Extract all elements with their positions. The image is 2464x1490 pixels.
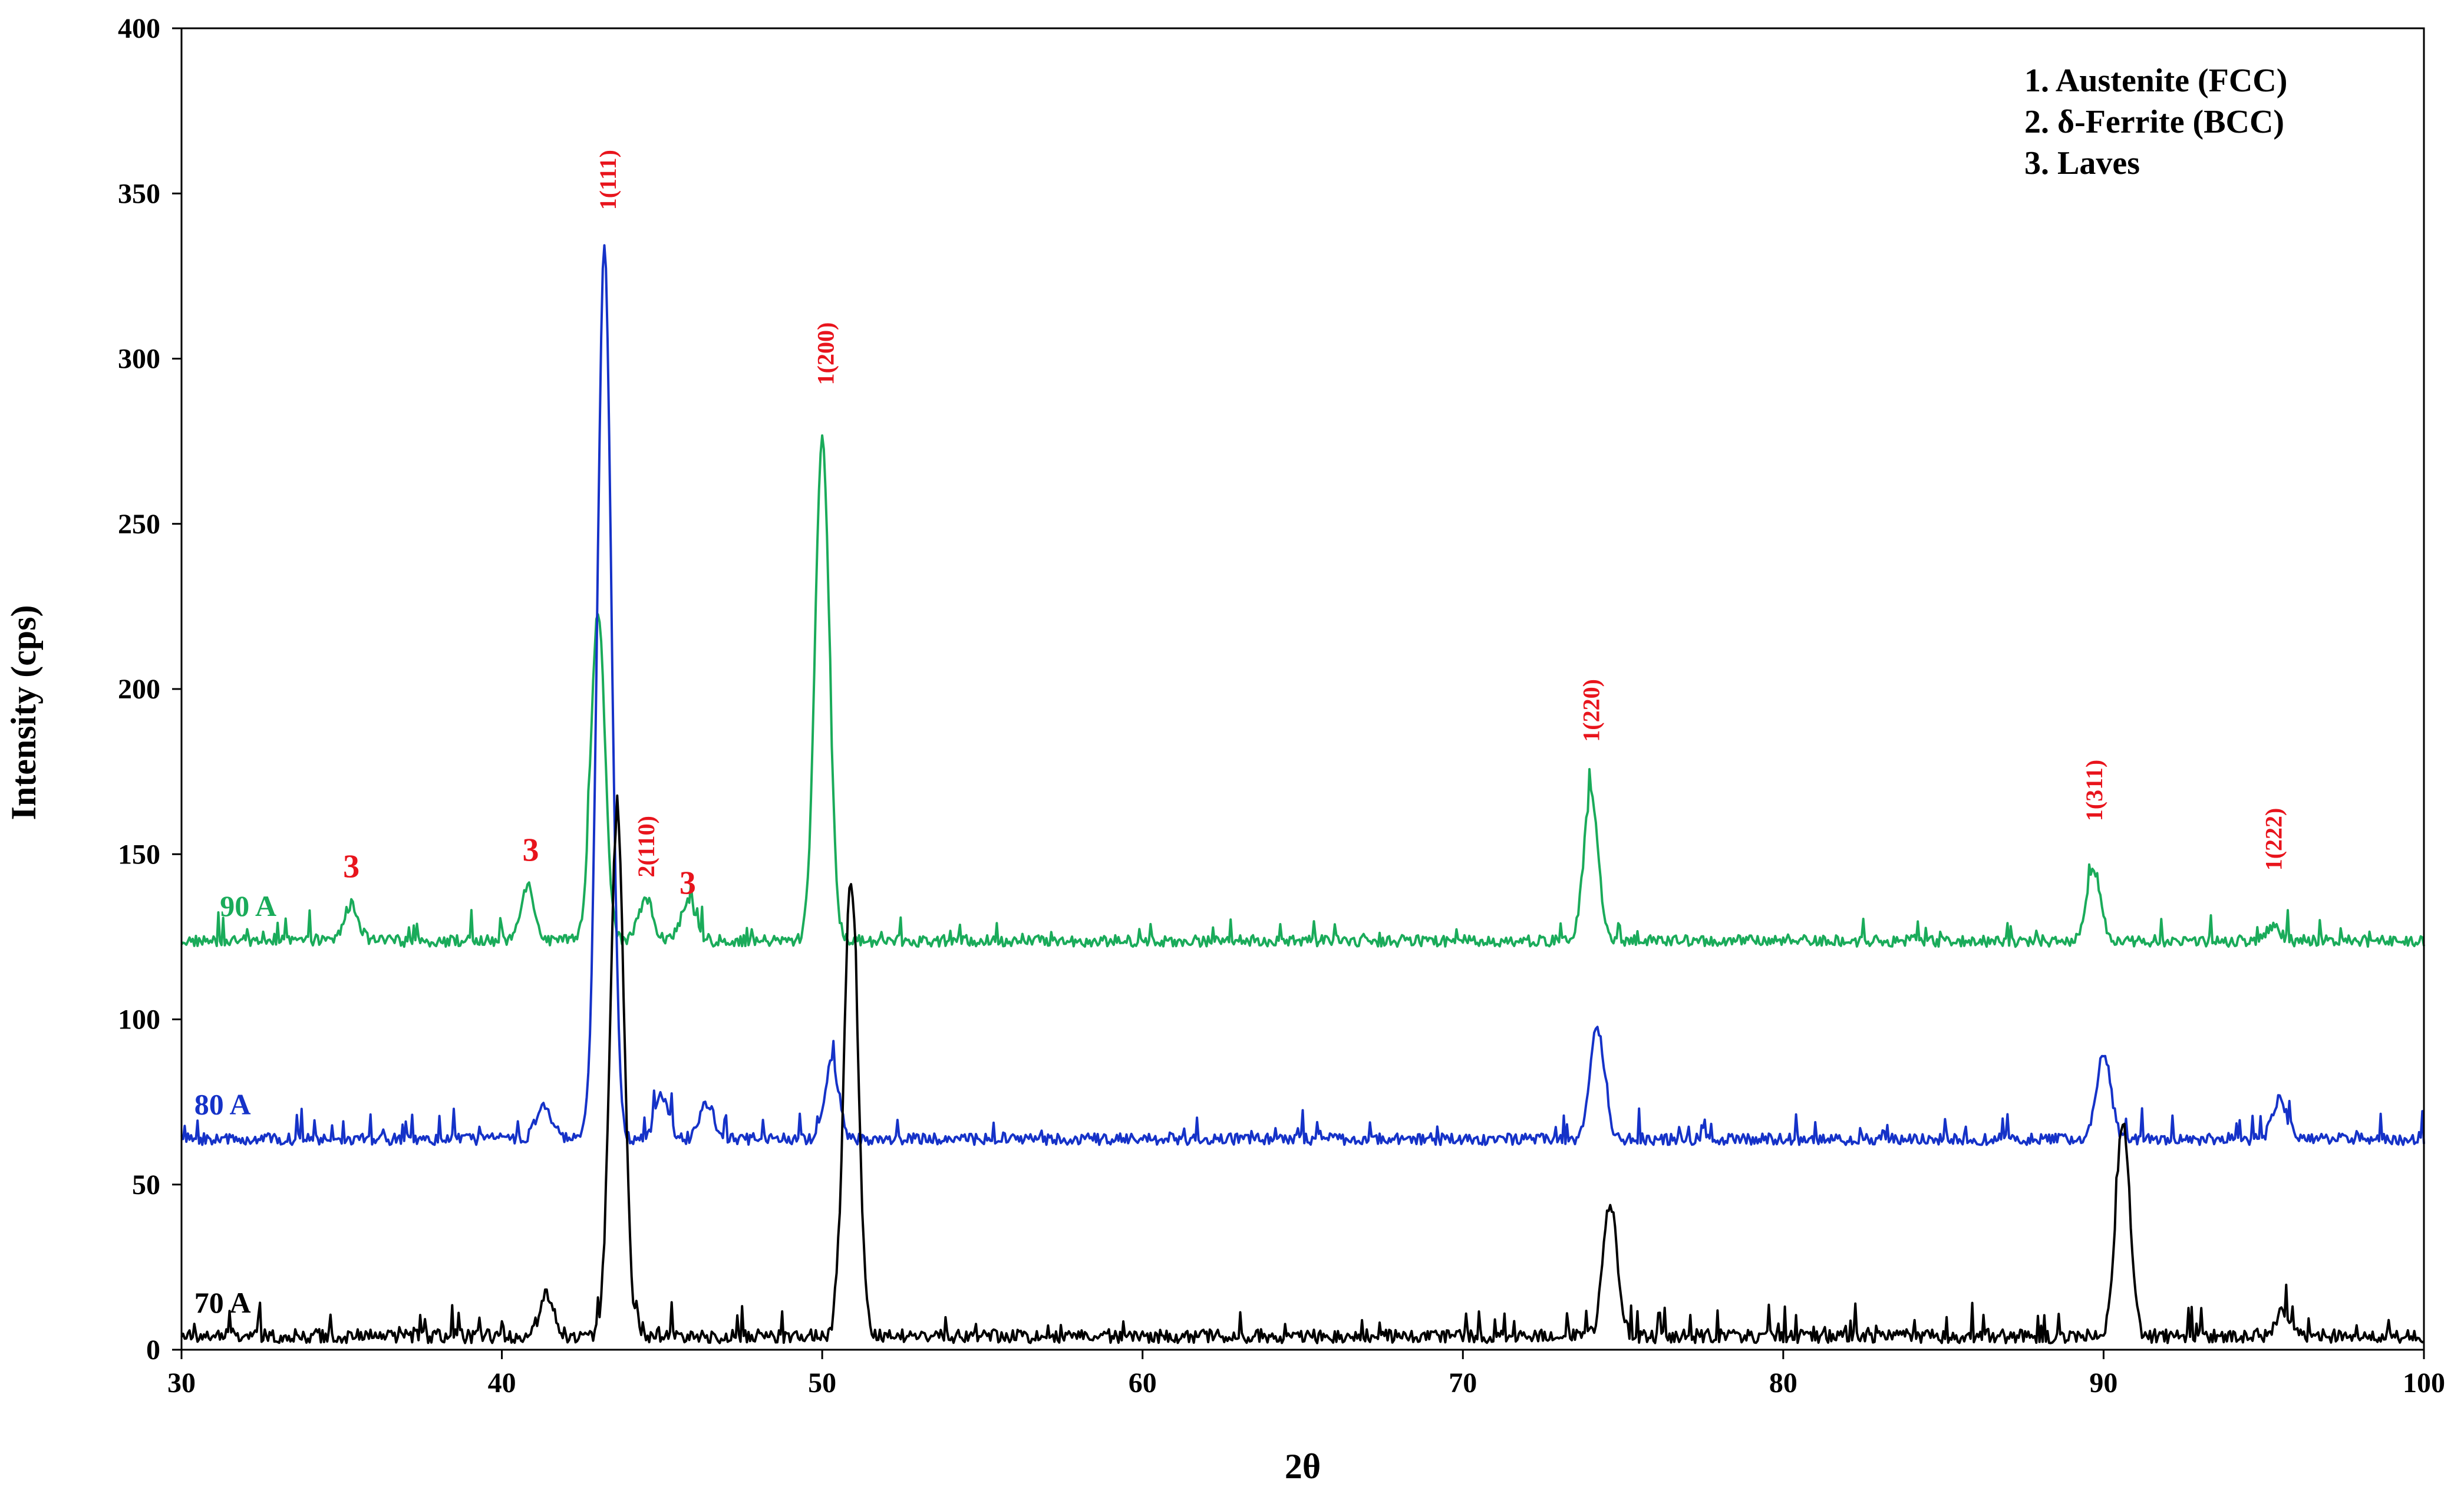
x-tick-label: 70 (1449, 1367, 1477, 1399)
y-tick-label: 350 (118, 178, 160, 209)
peak-label: 3 (343, 848, 359, 885)
y-tick-label: 300 (118, 344, 160, 375)
series-label: 70 A (194, 1286, 251, 1319)
peak-label: 2(110) (633, 816, 659, 877)
y-tick-label: 50 (132, 1169, 160, 1201)
legend: 1. Austenite (FCC) 2. δ-Ferrite (BCC) 3.… (2024, 62, 2287, 182)
peak-annotations: 1(111) 1(200) 1(220) 1(311) 1(222) 2(110) 3 3 3 (343, 150, 2287, 901)
x-tick-label: 30 (167, 1367, 196, 1399)
peak-label: 1(222) (2261, 808, 2287, 871)
peak-label: 1(200) (813, 322, 839, 385)
peak-label: 3 (522, 832, 539, 868)
series-line-80a (180, 244, 2425, 1146)
plot-frame (180, 27, 2425, 1351)
peak-label: 1(311) (2081, 760, 2107, 821)
legend-entry-laves: 3. Laves (2024, 145, 2140, 182)
series-line-90a (180, 434, 2425, 948)
y-tick-label: 100 (118, 1004, 160, 1036)
x-tick-label: 100 (2403, 1367, 2445, 1399)
traces: 90 A 80 A 70 A (180, 244, 2425, 1344)
legend-entry-austenite: 1. Austenite (FCC) (2024, 62, 2287, 99)
peak-label: 1(220) (1578, 679, 1605, 742)
series-label: 90 A (220, 889, 276, 922)
x-tick-label: 50 (808, 1367, 836, 1399)
y-tick-label: 200 (118, 674, 160, 705)
peak-label: 3 (680, 865, 696, 902)
y-tick-label: 150 (118, 839, 160, 870)
peak-label: 1(111) (595, 150, 621, 210)
series-label: 80 A (194, 1087, 251, 1120)
y-tick-label: 0 (146, 1334, 160, 1366)
y-axis-title: Intensity (cps) (4, 605, 43, 820)
x-tick-label: 60 (1129, 1367, 1157, 1399)
legend-entry-ferrite: 2. δ-Ferrite (BCC) (2024, 104, 2284, 140)
y-tick-label: 250 (118, 509, 160, 540)
x-tick-label: 40 (488, 1367, 516, 1399)
y-tick-label: 400 (118, 13, 160, 44)
series-line-70a (180, 794, 2425, 1344)
axes: 30 40 50 60 70 80 90 100 0 50 100 150 200 250 300 350 40… (118, 13, 2445, 1399)
x-tick-label: 90 (2089, 1367, 2117, 1399)
x-axis-title: 2θ (1285, 1447, 1321, 1486)
x-tick-label: 80 (1769, 1367, 1797, 1399)
